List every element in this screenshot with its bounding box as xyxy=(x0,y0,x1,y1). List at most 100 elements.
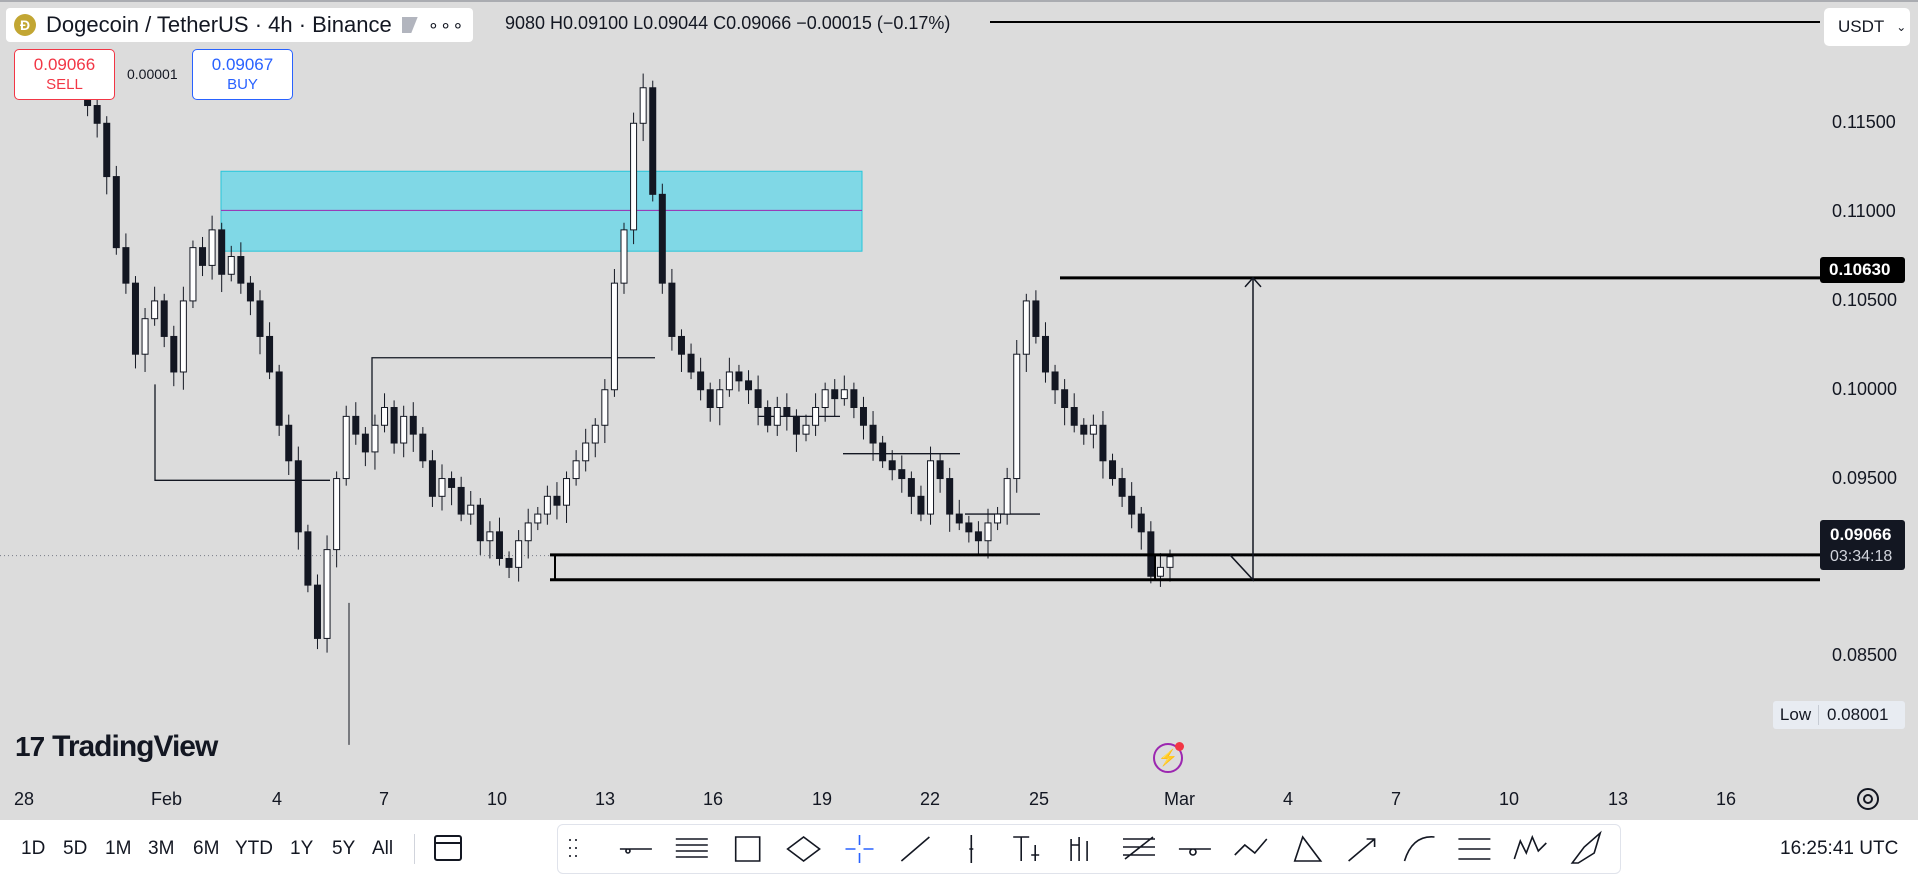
calendar-icon[interactable] xyxy=(434,835,462,861)
symbol-header[interactable]: Ð Dogecoin / TetherUS · 4h · Binance ∘∘∘ xyxy=(6,8,473,42)
tradingview-logo-text: TradingView xyxy=(52,730,218,763)
candle xyxy=(716,389,724,409)
horizontal-ray-dot-icon[interactable] xyxy=(1178,848,1211,856)
range-button-1y[interactable]: 1Y xyxy=(290,838,314,859)
currency-select[interactable]: USDT ⌄ xyxy=(1824,8,1910,46)
trend-line-icon[interactable] xyxy=(900,836,930,862)
fib-retracement-icon[interactable] xyxy=(1123,836,1155,860)
candle xyxy=(1061,389,1069,409)
candle xyxy=(821,389,829,409)
horizontal-ray-icon-glyph xyxy=(619,848,652,854)
candle xyxy=(524,522,532,542)
rectangle-icon[interactable] xyxy=(734,836,761,862)
horizontal-ray-dot-icon-glyph xyxy=(1178,848,1211,856)
lightning-icon[interactable]: ⚡ xyxy=(1153,742,1184,773)
candle xyxy=(313,584,321,639)
candle xyxy=(840,389,848,400)
time-tick-label: 16 xyxy=(1716,789,1737,809)
horizontal-ray-icon[interactable] xyxy=(619,848,652,854)
settings-icon[interactable] xyxy=(1857,788,1879,810)
candle xyxy=(1080,424,1088,435)
ellipse-icon[interactable] xyxy=(786,836,821,862)
text-anchor-icon[interactable] xyxy=(1013,836,1040,861)
drawing-tools xyxy=(569,830,1602,864)
range-button-5y[interactable]: 5Y xyxy=(332,838,356,859)
candle xyxy=(582,442,590,462)
more-dots-icon[interactable]: ∘∘∘ xyxy=(427,14,465,35)
arrow-marker-icon[interactable] xyxy=(1348,838,1376,862)
candle xyxy=(457,486,465,515)
elliott-wave-icon[interactable] xyxy=(1513,834,1547,860)
ohlc-values: 9080 H0.09100 L0.09044 C0.09066 −0.00015… xyxy=(505,13,951,33)
candle xyxy=(783,407,791,417)
arrow-head xyxy=(1244,276,1262,288)
last-price-label: 0.09066 03:34:18 xyxy=(1820,520,1905,570)
chart-area[interactable]: Ð Dogecoin / TetherUS · 4h · Binance ∘∘∘… xyxy=(0,0,1918,820)
candle xyxy=(361,433,369,453)
candle xyxy=(955,513,963,524)
time-tick-label: 7 xyxy=(1391,789,1402,809)
range-button-5d[interactable]: 5D xyxy=(63,838,88,859)
price-tick-label: 0.09500 xyxy=(1832,467,1898,488)
last-price-value: 0.09066 xyxy=(1830,525,1892,544)
price-tick-label: 0.11500 xyxy=(1832,112,1896,133)
range-button-3m[interactable]: 3M xyxy=(148,838,175,859)
range-button-1d[interactable]: 1D xyxy=(21,838,46,859)
vertical-line-icon[interactable] xyxy=(969,835,974,863)
low-value: 0.08001 xyxy=(1827,705,1889,724)
candle xyxy=(131,282,139,355)
candle xyxy=(266,335,274,373)
candle xyxy=(572,460,580,480)
triangle-icon[interactable] xyxy=(1293,835,1323,862)
price-range-icon[interactable] xyxy=(1070,837,1088,861)
parallel-channel-icon-glyph xyxy=(1458,838,1491,860)
price-chart[interactable] xyxy=(0,0,1918,820)
curve-icon[interactable] xyxy=(1403,836,1435,862)
candle xyxy=(1089,424,1097,435)
sell-label: SELL xyxy=(46,76,83,93)
candle xyxy=(850,389,858,409)
candle xyxy=(103,122,111,178)
parallel-channel-icon[interactable] xyxy=(1458,838,1491,860)
utc-clock[interactable]: 16:25:41 UTC xyxy=(1780,838,1899,859)
candle xyxy=(419,433,427,462)
buy-button[interactable]: 0.09067 BUY xyxy=(192,49,293,100)
range-button-1m[interactable]: 1M xyxy=(105,838,132,859)
candle xyxy=(1099,424,1107,462)
candle xyxy=(879,442,887,462)
candle xyxy=(754,389,762,409)
candle xyxy=(323,549,331,639)
range-button-all[interactable]: All xyxy=(372,838,394,859)
trend-line-icon-glyph xyxy=(900,836,930,862)
tradingview-logo[interactable]: 17 TradingView xyxy=(15,730,218,764)
crosshair-icon[interactable] xyxy=(845,835,874,863)
candle xyxy=(170,335,178,373)
candle xyxy=(476,504,484,542)
candle xyxy=(93,105,101,124)
candle xyxy=(1051,371,1059,391)
flag-icon[interactable] xyxy=(401,17,418,33)
sell-price: 0.09066 xyxy=(33,55,96,74)
candle xyxy=(428,460,436,497)
candle xyxy=(927,460,935,515)
range-button-6m[interactable]: 6M xyxy=(193,838,220,859)
curve-icon-glyph xyxy=(1403,836,1435,862)
candle xyxy=(371,424,379,453)
low-label: Low xyxy=(1773,705,1819,725)
symbol-title[interactable]: Dogecoin / TetherUS · 4h · Binance xyxy=(46,12,392,37)
path-icon[interactable] xyxy=(1234,838,1268,856)
low-price-badge: Low 0.08001 xyxy=(1773,701,1905,729)
candle xyxy=(534,513,542,524)
range-button-ytd[interactable]: YTD xyxy=(235,838,273,859)
candle xyxy=(381,407,389,426)
horizontal-lines-icon[interactable] xyxy=(675,838,708,858)
candle xyxy=(160,300,168,337)
ellipse-icon-glyph xyxy=(786,836,821,862)
brush-icon[interactable] xyxy=(1570,830,1602,864)
candle xyxy=(936,460,944,480)
candle xyxy=(495,531,503,559)
drag-handle-icon[interactable] xyxy=(569,839,577,857)
candle xyxy=(141,318,149,355)
candle xyxy=(515,540,523,568)
sell-button[interactable]: 0.09066 SELL xyxy=(14,49,115,100)
